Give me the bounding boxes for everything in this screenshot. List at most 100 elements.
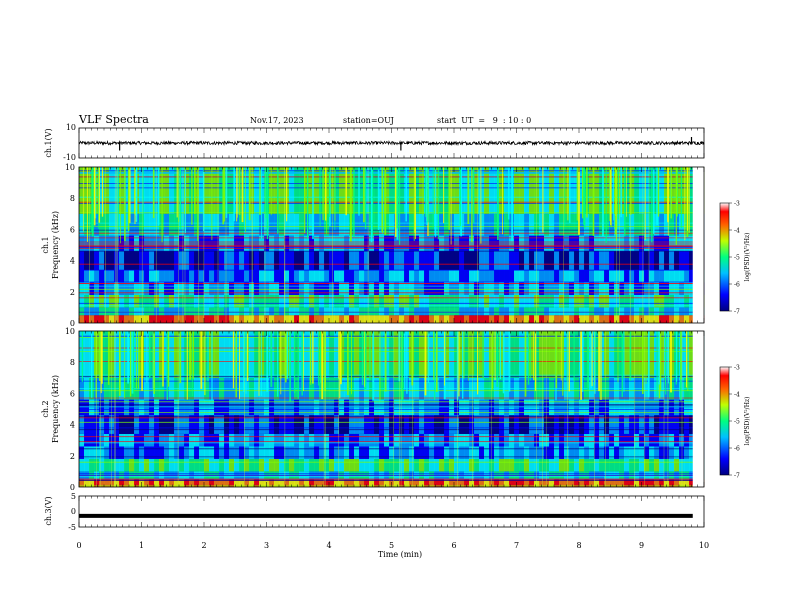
spectrogram-cell (564, 251, 570, 270)
spectrogram-cell (204, 282, 210, 295)
spectrogram-cell (619, 282, 625, 295)
spectrogram-cell (634, 315, 640, 323)
spectrogram-cell (684, 399, 690, 416)
spectrogram-cell (174, 307, 180, 316)
spectrogram-cell (149, 434, 155, 447)
spectrogram-cell (629, 167, 635, 214)
spectrogram-cell (169, 415, 175, 434)
spectrogram-cell (339, 415, 345, 434)
spectrogram-cell (504, 270, 510, 283)
spectrogram-cell (274, 235, 280, 252)
spectrogram-cell (109, 270, 115, 283)
spectrogram-cell (429, 282, 435, 295)
spectrogram-cell (264, 270, 270, 283)
spectrogram-cell (189, 458, 195, 472)
spectrogram-cell (199, 251, 205, 270)
spectrogram-cell (324, 415, 330, 434)
spectrogram-cell (369, 270, 375, 283)
spectrogram-cell (174, 235, 180, 252)
spectrogram-cell (614, 458, 620, 472)
spectrogram-cell (649, 399, 655, 416)
spectrogram-cell (574, 235, 580, 252)
spectrogram-cell (259, 399, 265, 416)
spectrogram-cell (104, 446, 110, 459)
spectrogram-cell (674, 307, 680, 316)
spectrogram-cell (629, 307, 635, 316)
spectrogram-cell (449, 458, 455, 472)
spectrogram-cell (139, 294, 145, 308)
spectrogram-cell (354, 213, 360, 236)
spectrogram-cell (179, 479, 185, 487)
spectrogram-cell (444, 415, 450, 434)
spectrogram-cell (194, 331, 200, 378)
spectrogram-cell (364, 434, 370, 447)
spectrogram-cell (174, 315, 180, 323)
spectrogram-cell (549, 270, 555, 283)
spectrogram-cell (94, 307, 100, 316)
spectrogram-cell (179, 294, 185, 308)
spectrogram-cell (574, 399, 580, 416)
spectrogram-cell (134, 307, 140, 316)
spectrogram-cell (674, 294, 680, 308)
spectrogram-cell (214, 294, 220, 308)
x-axis-ticklabel: 5 (389, 541, 394, 550)
spectrogram-cell (514, 167, 520, 214)
spectrogram-cell (189, 294, 195, 308)
spectrogram-cell (449, 282, 455, 295)
spectrogram-cell (379, 270, 385, 283)
spectrogram-cell (554, 479, 560, 487)
spectrogram-cell (309, 294, 315, 308)
spectrogram-cell (599, 213, 605, 236)
spectrogram-cell (214, 458, 220, 472)
spectrogram-cell (269, 415, 275, 434)
spectrogram-cell (449, 315, 455, 323)
spectrogram-cell (124, 307, 130, 316)
spectrogram-cell (519, 331, 525, 378)
spectrogram-cell (274, 399, 280, 416)
spectrogram-cell (439, 307, 445, 316)
spectrogram-cell (589, 415, 595, 434)
spectrogram-cell (349, 415, 355, 434)
spectrogram-cell (579, 251, 585, 270)
spectrogram-cell (394, 282, 400, 295)
spectrogram-cell (419, 446, 425, 459)
spectrogram-cell (189, 315, 195, 323)
spectrogram-cell (489, 235, 495, 252)
spectrogram-cell (679, 399, 685, 416)
spectrogram-cell (494, 434, 500, 447)
spectrogram-cell (254, 270, 260, 283)
spectrogram-cell (214, 415, 220, 434)
spectrogram-cell (574, 294, 580, 308)
spectrogram-cell (604, 282, 610, 295)
spectrogram-cell (239, 315, 245, 323)
spectrogram-cell (644, 446, 650, 459)
spectrogram-cell (559, 282, 565, 295)
spectrogram-cell (114, 251, 120, 270)
spectrogram-cell (344, 282, 350, 295)
spectrogram-cell (374, 213, 380, 236)
spectrogram-cell (589, 251, 595, 270)
spectrogram-cell (179, 458, 185, 472)
spectrogram-cell (184, 446, 190, 459)
spectrogram-cell (669, 235, 675, 252)
spectrogram-cell (189, 270, 195, 283)
spectrogram-cell (544, 307, 550, 316)
spectrogram-cell (639, 331, 645, 378)
spectrogram-cell (214, 315, 220, 323)
spectrogram-cell (594, 282, 600, 295)
spectrogram-cell (339, 315, 345, 323)
spectrogram-cell (159, 251, 165, 270)
spectrogram-cell (434, 294, 440, 308)
spectrogram-cell (229, 167, 235, 214)
spectrogram-cell (254, 415, 260, 434)
colorbar-ticklabel: -3 (734, 365, 740, 372)
spectrogram-cell (189, 307, 195, 316)
spectrogram-cell (404, 270, 410, 283)
spectrogram-cell (104, 458, 110, 472)
spectrogram-cell (79, 479, 85, 487)
spectrogram-cell (669, 458, 675, 472)
spectrogram-cell (544, 251, 550, 270)
spectrogram-cell (284, 282, 290, 295)
spectrogram-cell (224, 446, 230, 459)
spectrogram-cell (529, 399, 535, 416)
